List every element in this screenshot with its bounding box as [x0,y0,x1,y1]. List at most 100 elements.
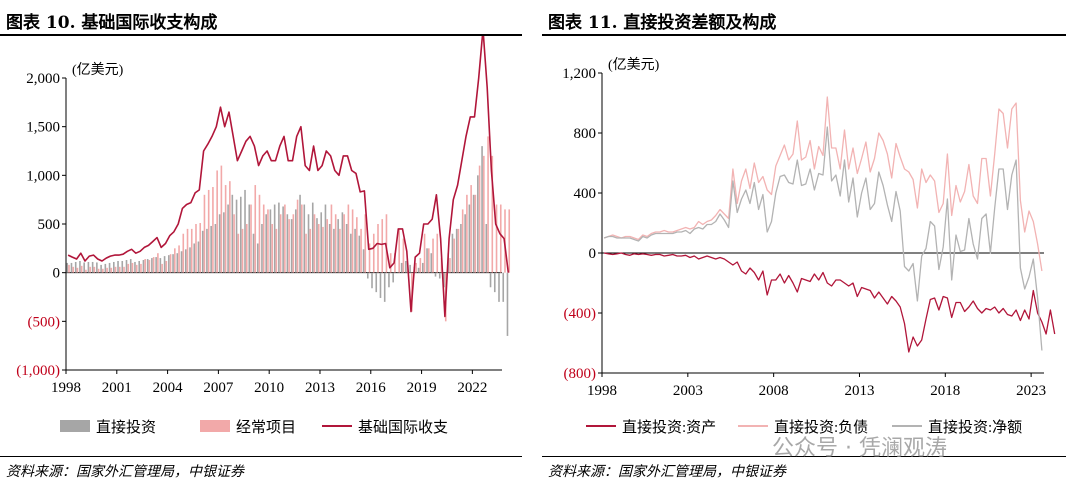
bar-direct-investment [464,214,466,273]
bar-direct-investment [375,272,378,293]
bar-current-account [301,204,303,273]
bar-current-account [258,194,261,273]
bar-direct-investment [409,264,411,273]
y-tick-label: 800 [574,126,597,142]
bar-current-account [152,257,155,273]
bar-current-account [250,204,252,273]
y-tick-label: (800) [564,366,597,382]
bar-direct-investment [493,272,496,293]
bar-current-account [262,204,265,273]
bar-current-account [449,258,451,273]
bar-current-account [478,165,481,273]
bar-direct-investment [383,272,386,302]
bar-current-account [334,214,337,273]
bar-direct-investment [172,254,174,273]
bar-current-account [241,228,244,273]
bar-current-account [144,259,146,273]
bar-direct-investment [180,251,183,273]
bar-direct-investment [74,261,77,273]
bar-direct-investment [417,267,420,273]
bar-current-account [508,209,511,273]
x-tick-label: 2013 [844,383,874,399]
bar-direct-investment [227,204,229,273]
bar-direct-investment [443,272,445,288]
watermark: 公众号 · 凭澜观涛 [772,436,947,461]
bar-direct-investment [155,257,157,273]
bar-current-account [428,248,430,273]
bar-current-account [284,204,286,273]
bar-current-account [212,187,214,273]
bar-current-account [114,266,117,273]
bar-current-account [169,254,172,273]
y-tick-label: 1,500 [26,120,60,136]
bar-direct-investment [350,233,352,273]
bar-current-account [461,209,464,273]
legend-label: 基础国际收支 [358,419,448,436]
unit-label: (亿美元) [608,57,660,73]
bar-direct-investment [197,241,200,273]
bar-direct-investment [333,228,335,273]
bar-direct-investment [307,214,310,273]
bar-current-account [432,238,434,273]
bar-current-account [356,217,358,273]
x-tick-label: 2003 [673,383,703,399]
bar-current-account [453,238,456,273]
bar-direct-investment [345,224,348,273]
bar-current-account [423,233,426,273]
y-tick-label: (500) [28,314,61,330]
bar-direct-investment [223,212,225,273]
bar-current-account [165,260,168,273]
bar-current-account [372,233,375,273]
bar-direct-investment [244,189,246,273]
bar-direct-investment [138,260,140,273]
bar-direct-investment [286,214,289,273]
bar-direct-investment [388,272,390,288]
bar-direct-investment [337,219,339,273]
bar-direct-investment [189,247,191,273]
bar-current-account [364,214,367,273]
x-tick-label: 2022 [457,380,487,396]
bar-current-account [72,266,75,273]
bar-current-account [229,181,231,273]
bar-direct-investment [481,146,483,273]
bar-current-account [195,224,197,273]
bar-direct-investment [434,272,437,277]
bar-direct-investment [506,272,509,336]
bar-direct-investment [295,209,297,273]
y-tick-label: 400 [574,186,597,202]
bar-direct-investment [485,224,488,273]
bar-current-account [415,262,417,273]
bar-current-account [245,224,248,273]
bar-direct-investment [83,262,85,273]
left-chart: (1,000) (500) 0 500 1,000 1,500 2,000 1998 2001 2… [16,36,511,436]
bar-direct-investment [328,224,331,273]
bar-current-account [351,209,354,273]
bar-direct-investment [489,272,492,288]
bar-current-account [93,266,96,273]
bar-current-account [203,194,206,273]
bar-current-account [224,185,227,273]
bar-current-account [296,199,299,273]
bar-direct-investment [400,262,403,273]
bar-direct-investment [290,219,293,273]
bar-direct-investment [278,202,280,273]
bar-direct-investment [87,261,90,273]
bar-current-account [140,263,142,273]
bar-current-account [182,233,185,273]
bar-current-account [389,253,392,273]
bar-current-account [110,267,113,273]
bar-current-account [97,268,100,273]
bar-direct-investment [299,194,301,273]
x-tick-label: 2013 [305,380,335,396]
bar-current-account [68,264,70,273]
bar-direct-investment [201,230,204,273]
bar-current-account [487,136,489,273]
bar-direct-investment [104,263,107,273]
bar-current-account [317,224,320,273]
left-source: 资料来源：国家外汇管理局，中银证券 [6,464,244,480]
bar-current-account [123,266,125,273]
bar-current-account [161,263,163,273]
bar-direct-investment [96,262,98,273]
bar-current-account [186,228,189,273]
bar-current-account [330,204,333,273]
